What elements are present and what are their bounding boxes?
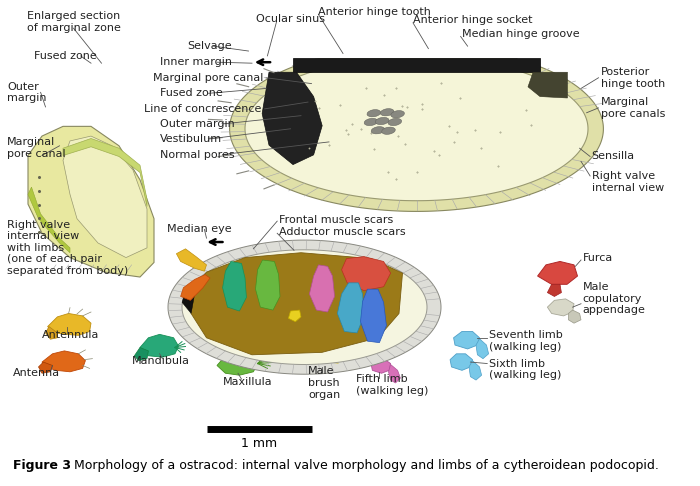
Polygon shape xyxy=(360,289,386,343)
Text: Sensilla: Sensilla xyxy=(592,152,635,161)
Polygon shape xyxy=(538,261,578,284)
Ellipse shape xyxy=(375,118,389,124)
Polygon shape xyxy=(46,327,57,339)
Polygon shape xyxy=(230,59,603,211)
Text: Anterior hinge tooth: Anterior hinge tooth xyxy=(318,7,431,17)
Ellipse shape xyxy=(391,111,405,118)
Polygon shape xyxy=(223,261,246,311)
Ellipse shape xyxy=(367,110,381,117)
Polygon shape xyxy=(191,253,402,355)
Polygon shape xyxy=(182,287,196,313)
Text: Line of concrescence: Line of concrescence xyxy=(144,104,261,114)
Polygon shape xyxy=(547,284,561,296)
Polygon shape xyxy=(314,354,330,368)
Polygon shape xyxy=(63,139,147,207)
Polygon shape xyxy=(309,265,335,312)
Text: 1 mm: 1 mm xyxy=(241,437,277,451)
Polygon shape xyxy=(217,352,258,375)
Polygon shape xyxy=(168,240,441,374)
Polygon shape xyxy=(288,310,301,322)
Ellipse shape xyxy=(388,119,402,125)
Polygon shape xyxy=(454,331,480,349)
Text: Median hinge groove: Median hinge groove xyxy=(462,29,580,39)
Polygon shape xyxy=(342,257,391,291)
Text: Marginal
pore canal: Marginal pore canal xyxy=(7,138,66,159)
Polygon shape xyxy=(182,250,427,364)
Text: Sixth limb
(walking leg): Sixth limb (walking leg) xyxy=(489,359,561,380)
Polygon shape xyxy=(293,58,540,72)
Text: Selvage: Selvage xyxy=(188,41,232,51)
Polygon shape xyxy=(245,70,588,201)
Polygon shape xyxy=(28,187,70,253)
Text: Fused zone: Fused zone xyxy=(34,51,97,61)
Text: Fused zone: Fused zone xyxy=(160,88,223,98)
Polygon shape xyxy=(63,136,147,258)
Text: Normal pores: Normal pores xyxy=(160,150,234,159)
Polygon shape xyxy=(181,275,210,300)
Text: Ocular sinus: Ocular sinus xyxy=(256,15,325,24)
Polygon shape xyxy=(140,334,178,357)
Polygon shape xyxy=(568,310,581,323)
Text: Morphology of a ostracod: internal valve morphology and limbs of a cytheroidean : Morphology of a ostracod: internal valve… xyxy=(74,459,659,472)
Polygon shape xyxy=(134,347,148,361)
Ellipse shape xyxy=(371,127,385,134)
Ellipse shape xyxy=(364,119,378,125)
Text: Antenna: Antenna xyxy=(13,368,60,378)
Text: Inner margin: Inner margin xyxy=(160,57,232,67)
Polygon shape xyxy=(28,126,154,277)
Polygon shape xyxy=(48,313,91,335)
Text: Right valve
internal view: Right valve internal view xyxy=(592,172,664,193)
Polygon shape xyxy=(389,364,400,383)
Text: Antennula: Antennula xyxy=(42,330,99,340)
Polygon shape xyxy=(38,362,52,373)
Text: Posterior
hinge tooth: Posterior hinge tooth xyxy=(601,67,665,88)
Polygon shape xyxy=(176,249,206,271)
Text: Anterior hinge socket: Anterior hinge socket xyxy=(413,16,533,25)
Polygon shape xyxy=(371,359,391,373)
Text: Frontal muscle scars: Frontal muscle scars xyxy=(279,215,393,225)
Text: Median eye: Median eye xyxy=(167,225,231,234)
Text: Enlarged section
of marginal zone: Enlarged section of marginal zone xyxy=(27,11,120,33)
Text: Fifth limb
(walking leg): Fifth limb (walking leg) xyxy=(356,374,428,396)
Text: Vestibulum: Vestibulum xyxy=(160,134,222,144)
Text: Outer margin: Outer margin xyxy=(160,119,234,129)
Text: Seventh limb
(walking leg): Seventh limb (walking leg) xyxy=(489,330,562,352)
Polygon shape xyxy=(469,361,482,380)
Text: Male
copulatory
appendage: Male copulatory appendage xyxy=(582,282,645,315)
Polygon shape xyxy=(256,260,280,310)
Polygon shape xyxy=(547,299,574,316)
Polygon shape xyxy=(476,339,489,359)
Text: Figure 3: Figure 3 xyxy=(13,459,71,472)
Polygon shape xyxy=(42,351,85,372)
Text: Furca: Furca xyxy=(582,253,612,262)
Text: Adductor muscle scars: Adductor muscle scars xyxy=(279,227,405,237)
Polygon shape xyxy=(528,72,568,98)
Text: Mandibula: Mandibula xyxy=(132,356,190,365)
Polygon shape xyxy=(450,354,473,370)
Polygon shape xyxy=(337,283,364,333)
Text: Outer
margin: Outer margin xyxy=(7,82,46,103)
Text: Marginal pore canal: Marginal pore canal xyxy=(153,73,263,83)
Text: Male
brush
organ: Male brush organ xyxy=(308,366,340,399)
Text: Marginal
pore canals: Marginal pore canals xyxy=(601,97,665,119)
Ellipse shape xyxy=(380,109,394,116)
Polygon shape xyxy=(262,72,322,165)
Text: Right valve
internal view
with limbs
(one of each pair
separated from body): Right valve internal view with limbs (on… xyxy=(7,220,128,276)
Text: Maxillula: Maxillula xyxy=(223,377,272,386)
Ellipse shape xyxy=(382,127,395,134)
